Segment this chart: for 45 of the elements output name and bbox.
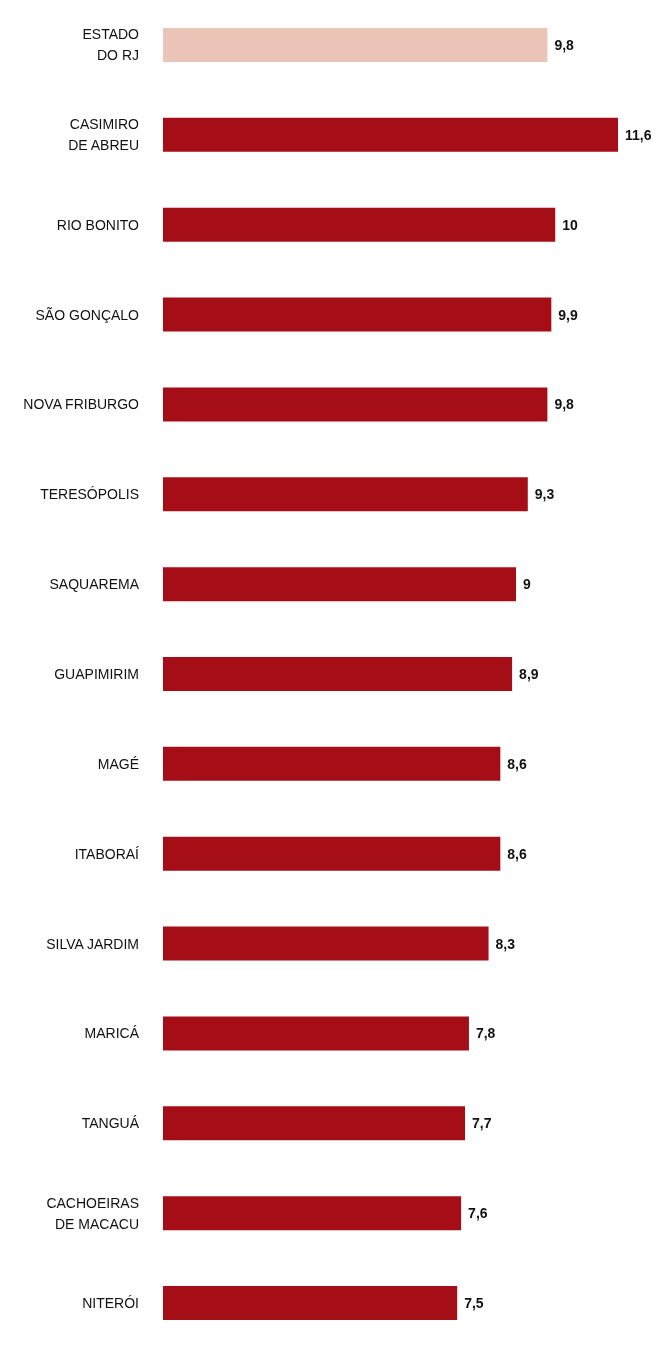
data-label: 9 <box>523 576 532 593</box>
bar <box>163 297 552 332</box>
bar <box>163 926 489 961</box>
data-label: 9,8 <box>554 36 575 53</box>
y-tick-label: NITERÓI <box>82 1295 139 1312</box>
y-tick-label: ITABORAÍ <box>74 845 140 862</box>
data-label: 11,6 <box>625 126 652 143</box>
data-label: 8,6 <box>507 755 527 772</box>
data-label: 10 <box>562 216 579 233</box>
data-label: 8,9 <box>519 666 539 682</box>
y-tick-label: SÃO GONÇALO <box>35 306 140 323</box>
y-tick-label: MAGÉ <box>97 755 139 772</box>
data-label: 7,7 <box>472 1115 492 1132</box>
y-tick-label: GUAPIMIRIM <box>54 666 139 682</box>
data-label: 9,9 <box>558 306 578 323</box>
bar <box>163 567 517 602</box>
bar <box>163 477 528 512</box>
bar <box>163 27 548 62</box>
data-label: 8,6 <box>507 845 527 862</box>
data-label: 8,3 <box>495 935 516 952</box>
bar <box>163 1016 469 1051</box>
data-label: 9,3 <box>534 486 555 503</box>
y-tick-label: SAQUAREMA <box>49 576 140 593</box>
y-tick-label: TANGUÁ <box>81 1115 140 1132</box>
bar <box>163 117 618 152</box>
bar <box>163 1286 458 1321</box>
data-label: 7,6 <box>468 1205 488 1222</box>
data-label: 7,5 <box>464 1295 484 1312</box>
data-label: 9,8 <box>554 396 575 413</box>
data-label: 7,8 <box>475 1025 496 1042</box>
bar <box>163 746 501 781</box>
y-tick-label: RIO BONITO <box>56 216 140 233</box>
y-tick-label: ESTADO DO RJ <box>82 26 140 64</box>
y-tick-label: MARICÁ <box>84 1025 140 1042</box>
bar <box>163 207 556 242</box>
y-tick-label: TERESÓPOLIS <box>40 486 139 503</box>
y-tick-label: CACHOEIRAS DE MACACU <box>46 1194 139 1232</box>
bar <box>163 836 501 871</box>
bar <box>163 387 548 422</box>
y-tick-label: NOVA FRIBURGO <box>23 396 140 413</box>
y-tick-label: CASIMIRO DE ABREU <box>68 116 140 154</box>
bar <box>163 1196 462 1231</box>
y-tick-label: SILVA JARDIM <box>46 935 139 952</box>
bar <box>163 1106 466 1141</box>
bar <box>163 657 513 691</box>
